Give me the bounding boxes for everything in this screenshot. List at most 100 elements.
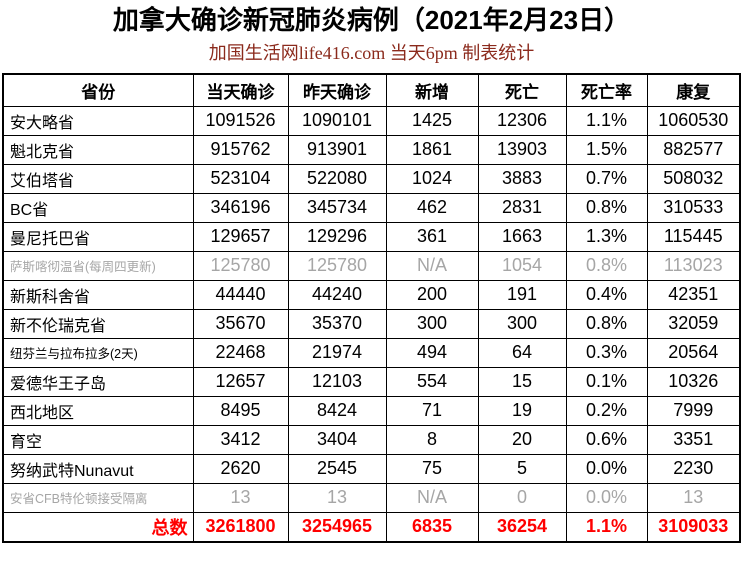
total-today-confirmed: 3261800	[192, 511, 289, 542]
new-cases: 200	[385, 279, 479, 310]
yesterday-confirmed: 913901	[287, 134, 387, 165]
province-name: 新斯科舍省	[2, 279, 194, 310]
today-confirmed: 44440	[192, 279, 289, 310]
new-cases: 75	[385, 453, 479, 484]
table-row-yukon: 育空 3412 3404 8 20 0.6% 3351	[2, 424, 741, 455]
today-confirmed: 35670	[192, 308, 289, 339]
new-cases: 361	[385, 221, 479, 252]
death-rate: 0.4%	[565, 279, 648, 310]
death-rate: 1.3%	[565, 221, 648, 252]
province-name: 安大略省	[2, 105, 194, 136]
table-row-total: 总数 3261800 3254965 6835 36254 1.1% 31090…	[2, 511, 741, 542]
yesterday-confirmed: 44240	[287, 279, 387, 310]
province-name: 萨斯喀彻温省(每周四更新)	[2, 250, 194, 281]
province-name: 育空	[2, 424, 194, 455]
province-name: 曼尼托巴省	[2, 221, 194, 252]
province-name: 艾伯塔省	[2, 163, 194, 194]
col-header-today-confirmed: 当天确诊	[192, 73, 289, 107]
page-title: 加拿大确诊新冠肺炎病例（2021年2月23日）	[112, 5, 631, 35]
total-deaths: 36254	[477, 511, 567, 542]
recovered: 42351	[646, 279, 741, 310]
col-header-new-cases: 新增	[385, 73, 479, 107]
recovered: 3351	[646, 424, 741, 455]
total-new-cases: 6835	[385, 511, 479, 542]
recovered: 310533	[646, 192, 741, 223]
covid-stats-table: 省份 当天确诊 昨天确诊 新增 死亡 死亡率 康复 安大略省 1091526 1…	[2, 73, 741, 543]
today-confirmed: 2620	[192, 453, 289, 484]
recovered: 113023	[646, 250, 741, 281]
total-death-rate: 1.1%	[565, 511, 648, 542]
yesterday-confirmed: 12103	[287, 366, 387, 397]
deaths: 2831	[477, 192, 567, 223]
table-row-nova-scotia: 新斯科舍省 44440 44240 200 191 0.4% 42351	[2, 279, 741, 310]
new-cases: 494	[385, 337, 479, 368]
deaths: 1663	[477, 221, 567, 252]
recovered: 10326	[646, 366, 741, 397]
yesterday-confirmed: 522080	[287, 163, 387, 194]
yesterday-confirmed: 21974	[287, 337, 387, 368]
death-rate: 0.2%	[565, 395, 648, 426]
death-rate: 1.1%	[565, 105, 648, 136]
province-name: 努纳武特Nunavut	[2, 453, 194, 484]
province-name: BC省	[2, 192, 194, 223]
table-row-cfb-trenton: 安省CFB特伦顿接受隔离 13 13 N/A 0 0.0% 13	[2, 482, 741, 513]
table-row-new-brunswick: 新不伦瑞克省 35670 35370 300 300 0.8% 32059	[2, 308, 741, 339]
province-name: 魁北克省	[2, 134, 194, 165]
yesterday-confirmed: 8424	[287, 395, 387, 426]
total-label: 总数	[2, 511, 194, 542]
new-cases: N/A	[385, 482, 479, 513]
today-confirmed: 523104	[192, 163, 289, 194]
death-rate: 0.6%	[565, 424, 648, 455]
recovered: 2230	[646, 453, 741, 484]
deaths: 19	[477, 395, 567, 426]
deaths: 20	[477, 424, 567, 455]
today-confirmed: 12657	[192, 366, 289, 397]
province-name: 爱德华王子岛	[2, 366, 194, 397]
table-row-ontario: 安大略省 1091526 1090101 1425 12306 1.1% 106…	[2, 105, 741, 136]
new-cases: 1425	[385, 105, 479, 136]
new-cases: 462	[385, 192, 479, 223]
province-name: 安省CFB特伦顿接受隔离	[2, 482, 194, 513]
yesterday-confirmed: 125780	[287, 250, 387, 281]
recovered: 7999	[646, 395, 741, 426]
table-row-manitoba: 曼尼托巴省 129657 129296 361 1663 1.3% 115445	[2, 221, 741, 252]
death-rate: 0.1%	[565, 366, 648, 397]
new-cases: 554	[385, 366, 479, 397]
today-confirmed: 1091526	[192, 105, 289, 136]
table-row-nunavut: 努纳武特Nunavut 2620 2545 75 5 0.0% 2230	[2, 453, 741, 484]
today-confirmed: 3412	[192, 424, 289, 455]
recovered: 32059	[646, 308, 741, 339]
yesterday-confirmed: 345734	[287, 192, 387, 223]
today-confirmed: 125780	[192, 250, 289, 281]
deaths: 191	[477, 279, 567, 310]
today-confirmed: 129657	[192, 221, 289, 252]
table-row-saskatchewan: 萨斯喀彻温省(每周四更新) 125780 125780 N/A 1054 0.8…	[2, 250, 741, 281]
death-rate: 0.0%	[565, 482, 648, 513]
table-row-newfoundland: 纽芬兰与拉布拉多(2天) 22468 21974 494 64 0.3% 205…	[2, 337, 741, 368]
col-header-province: 省份	[2, 73, 194, 107]
deaths: 300	[477, 308, 567, 339]
total-yesterday-confirmed: 3254965	[287, 511, 387, 542]
new-cases: 1861	[385, 134, 479, 165]
new-cases: 300	[385, 308, 479, 339]
recovered: 115445	[646, 221, 741, 252]
col-header-death-rate: 死亡率	[565, 73, 648, 107]
death-rate: 0.8%	[565, 308, 648, 339]
deaths: 12306	[477, 105, 567, 136]
death-rate: 0.0%	[565, 453, 648, 484]
col-header-yesterday-confirmed: 昨天确诊	[287, 73, 387, 107]
total-recovered: 3109033	[646, 511, 741, 542]
deaths: 3883	[477, 163, 567, 194]
yesterday-confirmed: 13	[287, 482, 387, 513]
table-row-quebec: 魁北克省 915762 913901 1861 13903 1.5% 88257…	[2, 134, 741, 165]
deaths: 13903	[477, 134, 567, 165]
yesterday-confirmed: 1090101	[287, 105, 387, 136]
today-confirmed: 8495	[192, 395, 289, 426]
yesterday-confirmed: 35370	[287, 308, 387, 339]
yesterday-confirmed: 129296	[287, 221, 387, 252]
deaths: 15	[477, 366, 567, 397]
table-row-northwest-territories: 西北地区 8495 8424 71 19 0.2% 7999	[2, 395, 741, 426]
death-rate: 1.5%	[565, 134, 648, 165]
new-cases: N/A	[385, 250, 479, 281]
